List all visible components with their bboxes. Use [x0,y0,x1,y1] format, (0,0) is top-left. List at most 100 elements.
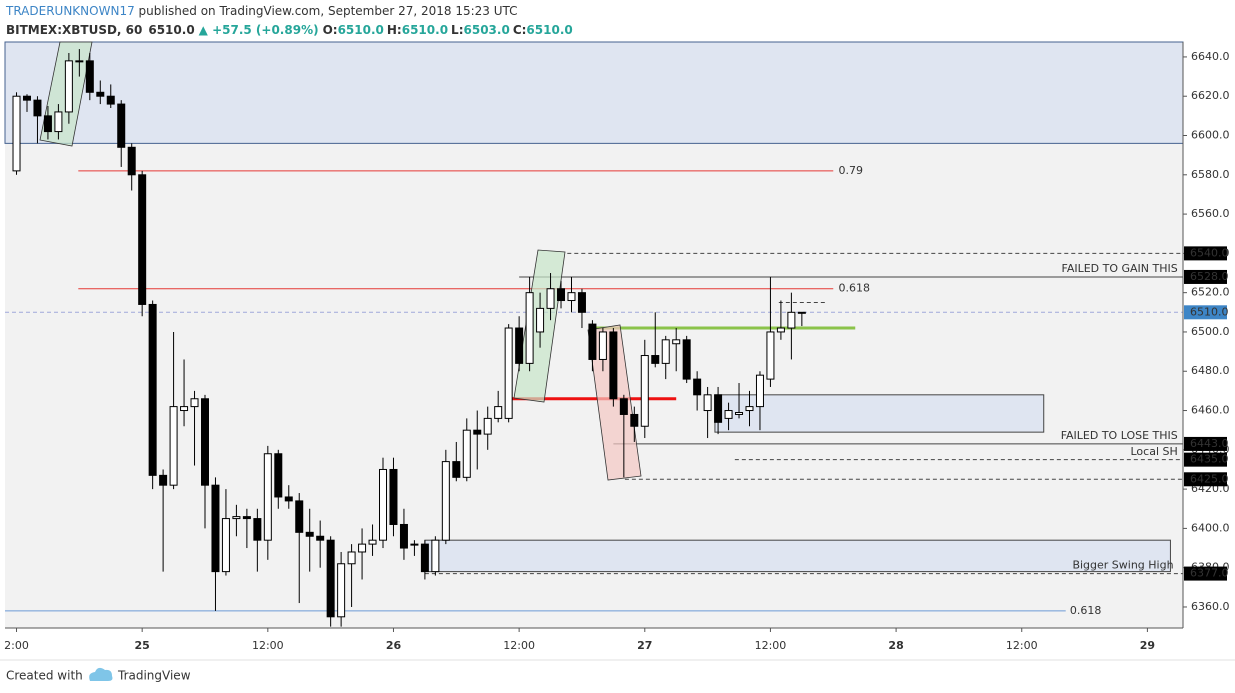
y-tick-label: 6580.0 [1191,168,1230,181]
candle-body [159,474,168,486]
candle-body [797,311,806,314]
ohlc-key: H: [387,23,402,37]
candle-body [337,563,346,618]
x-tick-label: 2:00 [4,639,29,652]
candle-body [326,539,335,618]
ohlc-key: C: [513,23,527,37]
candle-body [253,518,262,541]
red-channel [587,324,642,481]
x-tick-label: 25 [135,639,150,652]
candle-body [190,398,199,408]
candle-body [504,327,513,419]
price-label-box [1184,472,1227,487]
annotation: Bigger Swing High [1072,559,1173,572]
ohlc-value: 6510.0 [338,23,384,37]
x-tick-label: 12:00 [1006,639,1038,652]
candle-body [232,516,241,520]
candle-body [525,292,534,364]
candle-body [494,406,503,419]
annotation: FAILED TO LOSE THIS [1061,429,1178,442]
candle-body [787,311,796,329]
candle-body [766,331,775,380]
tradingview-logo[interactable] [89,667,113,681]
annotation: 0.618 [839,282,871,295]
price-label-box [1184,566,1227,581]
candle-body [263,453,272,541]
price-label-box [1184,246,1227,261]
y-tick-label: 6520.0 [1191,286,1230,299]
annotation: 0.618 [1070,604,1102,617]
zone [424,539,1171,573]
candle-body [389,468,398,525]
y-tick-label: 6560.0 [1191,207,1230,220]
y-tick-label: 6600.0 [1191,129,1230,142]
candle-body [211,484,220,573]
candle-body [368,539,377,545]
y-tick-label: 6400.0 [1191,521,1230,534]
candle-body [358,543,367,553]
candle-body [735,411,744,415]
candle-body [651,355,660,364]
candle-body [180,406,189,412]
y-tick-label: 6620.0 [1191,89,1230,102]
x-tick-label: 29 [1140,639,1155,652]
candle-body [22,95,31,101]
candle-body [546,288,555,309]
price-label-box [1184,269,1227,284]
candle-body [242,516,251,520]
candle-body [536,307,545,333]
ohlc-value: 6510.0 [402,23,448,37]
candle-body [284,496,293,502]
price-label-box [1184,436,1227,451]
price-label-box [1184,305,1227,320]
candle-body [75,60,84,63]
candle-body [776,327,785,333]
candle-body [96,91,105,97]
candle-body [619,398,628,415]
price-label: 6435.0 [1190,453,1229,466]
price-label-box [1184,452,1227,467]
candle-body [316,535,325,541]
annotation: Local SH [1130,445,1177,458]
candle-body [745,406,754,412]
candle-body [85,60,94,93]
candle-body [483,417,492,435]
candle-body [295,500,304,533]
candle-body [43,115,52,133]
footer-brand[interactable]: TradingView [117,669,191,683]
candle-body [399,523,408,549]
candle-body [640,355,649,427]
candle-body [609,331,618,400]
candle-body [274,453,283,498]
ohlc-key: L: [451,23,463,37]
candle-body [630,413,639,427]
ohlc-value: 6510.0 [526,23,572,37]
candle-body [714,394,723,423]
price-label: 6443.0 [1190,437,1229,450]
candle-body [106,95,115,105]
candle-body [431,539,440,573]
y-tick-label: 6360.0 [1191,600,1230,613]
candle-body [138,174,147,305]
candle-body [557,288,566,302]
y-tick-label: 6640.0 [1191,50,1230,63]
candle-body [410,543,419,546]
author[interactable]: TRADERUNKNOWN17 [5,4,135,18]
candle-body [420,543,429,573]
candle-body [54,111,63,133]
y-tick-label: 6500.0 [1191,325,1230,338]
candle-body [148,303,157,476]
candle-body [347,551,356,565]
candle-body [441,461,450,541]
x-tick-label: 28 [888,639,903,652]
candle-body [577,292,586,313]
x-tick-label: 27 [637,639,652,652]
candle-body [169,406,178,486]
annotation: 0.79 [839,164,864,177]
x-tick-label: 26 [386,639,402,652]
y-tick-label: 6460.0 [1191,404,1230,417]
symbol: BITMEX:XBTUSD, 60 [6,23,142,37]
zone [714,394,1045,433]
candle-body [33,99,42,117]
candle-body [682,339,691,380]
